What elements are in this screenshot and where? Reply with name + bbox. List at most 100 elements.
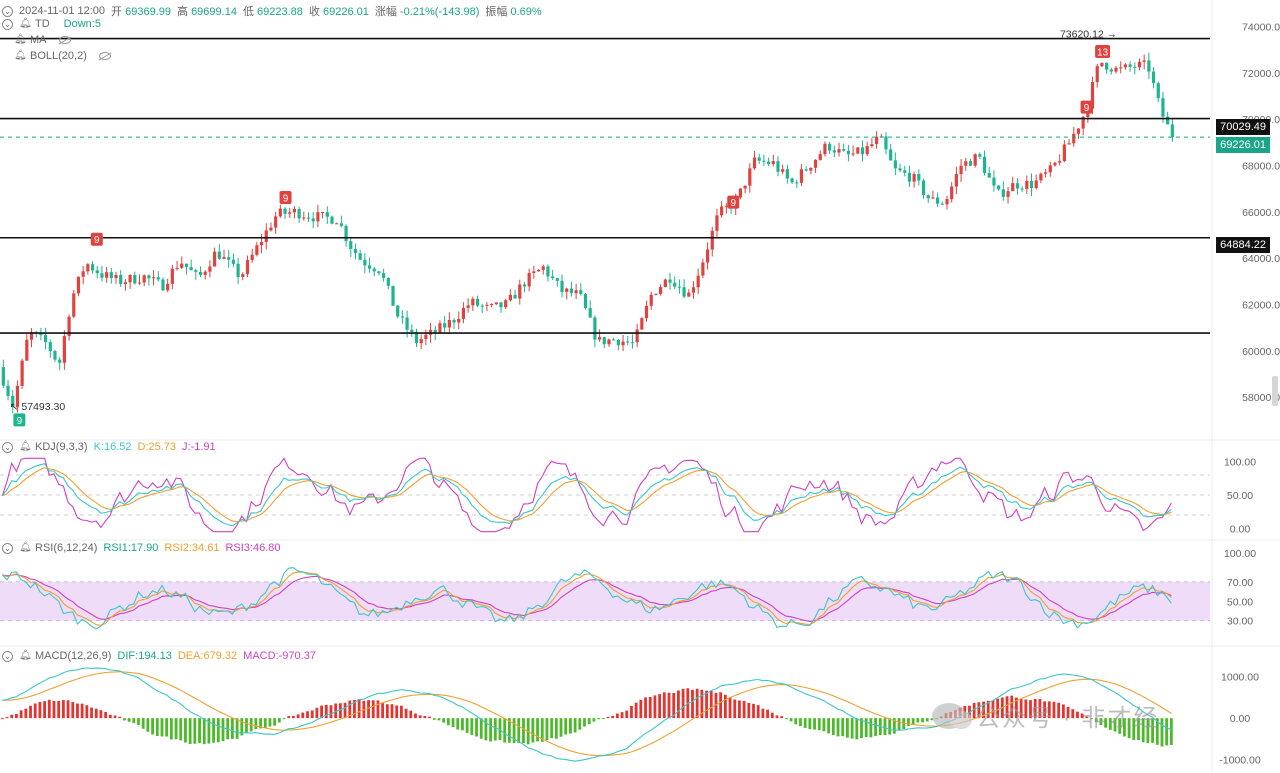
macd-histogram-bar xyxy=(1019,698,1023,719)
candle xyxy=(724,205,728,207)
td-marker xyxy=(13,413,26,427)
candle xyxy=(1029,180,1034,189)
candle xyxy=(710,230,714,250)
candle xyxy=(828,143,832,151)
candle xyxy=(541,266,545,270)
candle xyxy=(166,283,170,291)
kdj-tick-label: 50.00 xyxy=(1227,490,1253,502)
open-value: 69369.99 xyxy=(125,6,171,18)
candle xyxy=(1114,67,1118,72)
td-marker-label: 9 xyxy=(94,235,100,246)
boll-indicator-row[interactable]: 🔔︎ BOLL(20,2) xyxy=(14,50,111,62)
bell-icon[interactable]: 🔔︎ xyxy=(14,50,27,61)
bell-icon[interactable]: 🔔︎ xyxy=(19,441,32,452)
macd-histogram-bar xyxy=(911,718,915,725)
candle xyxy=(236,263,240,277)
candle xyxy=(837,149,841,153)
kdj-tick-label: 100.00 xyxy=(1224,457,1256,469)
candle xyxy=(889,149,893,161)
td-indicator-row[interactable]: ⌄ 🔔︎ TD Down:5 xyxy=(2,18,101,30)
low-label: 低 xyxy=(242,6,254,18)
header-datetime: 2024-11-01 12:00 xyxy=(19,5,106,17)
macd-histogram-bar xyxy=(475,718,478,737)
level-label-70029: 70029.49 xyxy=(1216,119,1270,135)
macd-histogram-bar xyxy=(1118,718,1122,734)
high-value: 69699.14 xyxy=(191,6,237,18)
hidden-eye-icon[interactable] xyxy=(58,36,71,44)
candle xyxy=(114,274,118,279)
high-annotation: 73620.12 → xyxy=(1060,28,1117,40)
macd-histogram-bar xyxy=(277,718,281,723)
candle xyxy=(813,159,818,168)
candle xyxy=(1128,64,1132,67)
macd-histogram-bar xyxy=(329,705,333,719)
macd-histogram-bar xyxy=(784,718,788,720)
candle xyxy=(67,316,71,337)
candle xyxy=(574,290,578,294)
rsi-header[interactable]: ⌄ 🔔︎ RSI(6,12,24) RSI1:17.90 RSI2:34.61 … xyxy=(2,542,281,554)
candle xyxy=(461,307,466,319)
rsi2-line xyxy=(2,571,1172,626)
candle xyxy=(274,216,278,228)
candle xyxy=(330,216,334,224)
macd-histogram-bar xyxy=(334,703,338,719)
macd-histogram-bar xyxy=(864,718,868,738)
candle xyxy=(58,359,62,363)
macd-histogram-bar xyxy=(132,718,136,724)
macd-header[interactable]: ⌄ 🔔︎ MACD(12,26,9) DIF:194.13 DEA:679.32… xyxy=(2,650,316,662)
macd-histogram-bar xyxy=(860,718,863,739)
macd-histogram-bar xyxy=(1015,697,1018,719)
candle xyxy=(781,169,785,172)
collapse-icon[interactable]: ⌄ xyxy=(2,441,13,453)
macd-histogram-bar xyxy=(80,703,84,719)
candle xyxy=(1137,61,1142,68)
collapse-icon[interactable]: ⌄ xyxy=(2,18,13,30)
macd-histogram-bar xyxy=(61,700,65,719)
kdj-header[interactable]: ⌄ 🔔︎ KDJ(9,3,3) K:16.52 D:25.73 J:-1.91 xyxy=(2,441,216,453)
candle xyxy=(785,169,789,179)
macd-histogram-bar xyxy=(324,704,328,719)
macd-histogram-bar xyxy=(644,697,647,719)
macd-histogram-bar xyxy=(517,718,521,744)
candle xyxy=(682,287,686,297)
macd-histogram-bar xyxy=(292,715,295,719)
candle xyxy=(302,217,306,219)
macd-histogram-bar xyxy=(240,718,244,736)
macd-histogram-bar xyxy=(1099,718,1103,726)
candle xyxy=(757,157,761,161)
macd-histogram-bar xyxy=(52,701,56,719)
candle xyxy=(480,305,484,307)
rsi-tick-label: 70.00 xyxy=(1227,577,1253,589)
hidden-eye-icon[interactable] xyxy=(98,52,111,60)
macd-histogram-bar xyxy=(423,716,427,719)
bell-icon[interactable]: 🔔︎ xyxy=(19,650,32,661)
macd-histogram-bar xyxy=(160,718,164,737)
bell-icon[interactable]: 🔔︎ xyxy=(14,34,27,45)
candle xyxy=(546,266,550,277)
td-marker xyxy=(1080,100,1093,114)
current-price-label: 69226.01 xyxy=(1216,137,1270,153)
ma-indicator-row[interactable]: 🔔︎ MA xyxy=(14,34,71,46)
candle xyxy=(640,318,644,330)
candle xyxy=(705,249,710,263)
candle xyxy=(870,144,874,147)
macd-histogram-bar xyxy=(357,698,361,719)
collapse-icon[interactable]: ⌄ xyxy=(2,650,13,662)
candle xyxy=(795,182,799,184)
collapse-icon[interactable]: ⌄ xyxy=(2,5,13,17)
collapse-icon[interactable]: ⌄ xyxy=(2,542,13,554)
candle xyxy=(1067,143,1071,145)
candle xyxy=(968,161,973,166)
macd-histogram-bar xyxy=(977,702,981,719)
macd-histogram-bar xyxy=(738,700,741,719)
candle xyxy=(316,212,320,222)
bell-icon[interactable]: 🔔︎ xyxy=(19,18,32,29)
bell-icon[interactable]: 🔔︎ xyxy=(19,542,32,553)
candle xyxy=(81,271,85,277)
candle xyxy=(1095,66,1099,83)
candle xyxy=(626,341,630,343)
macd-histogram-bar xyxy=(254,718,258,730)
close-label: 收 xyxy=(308,6,320,18)
candle xyxy=(180,263,184,268)
